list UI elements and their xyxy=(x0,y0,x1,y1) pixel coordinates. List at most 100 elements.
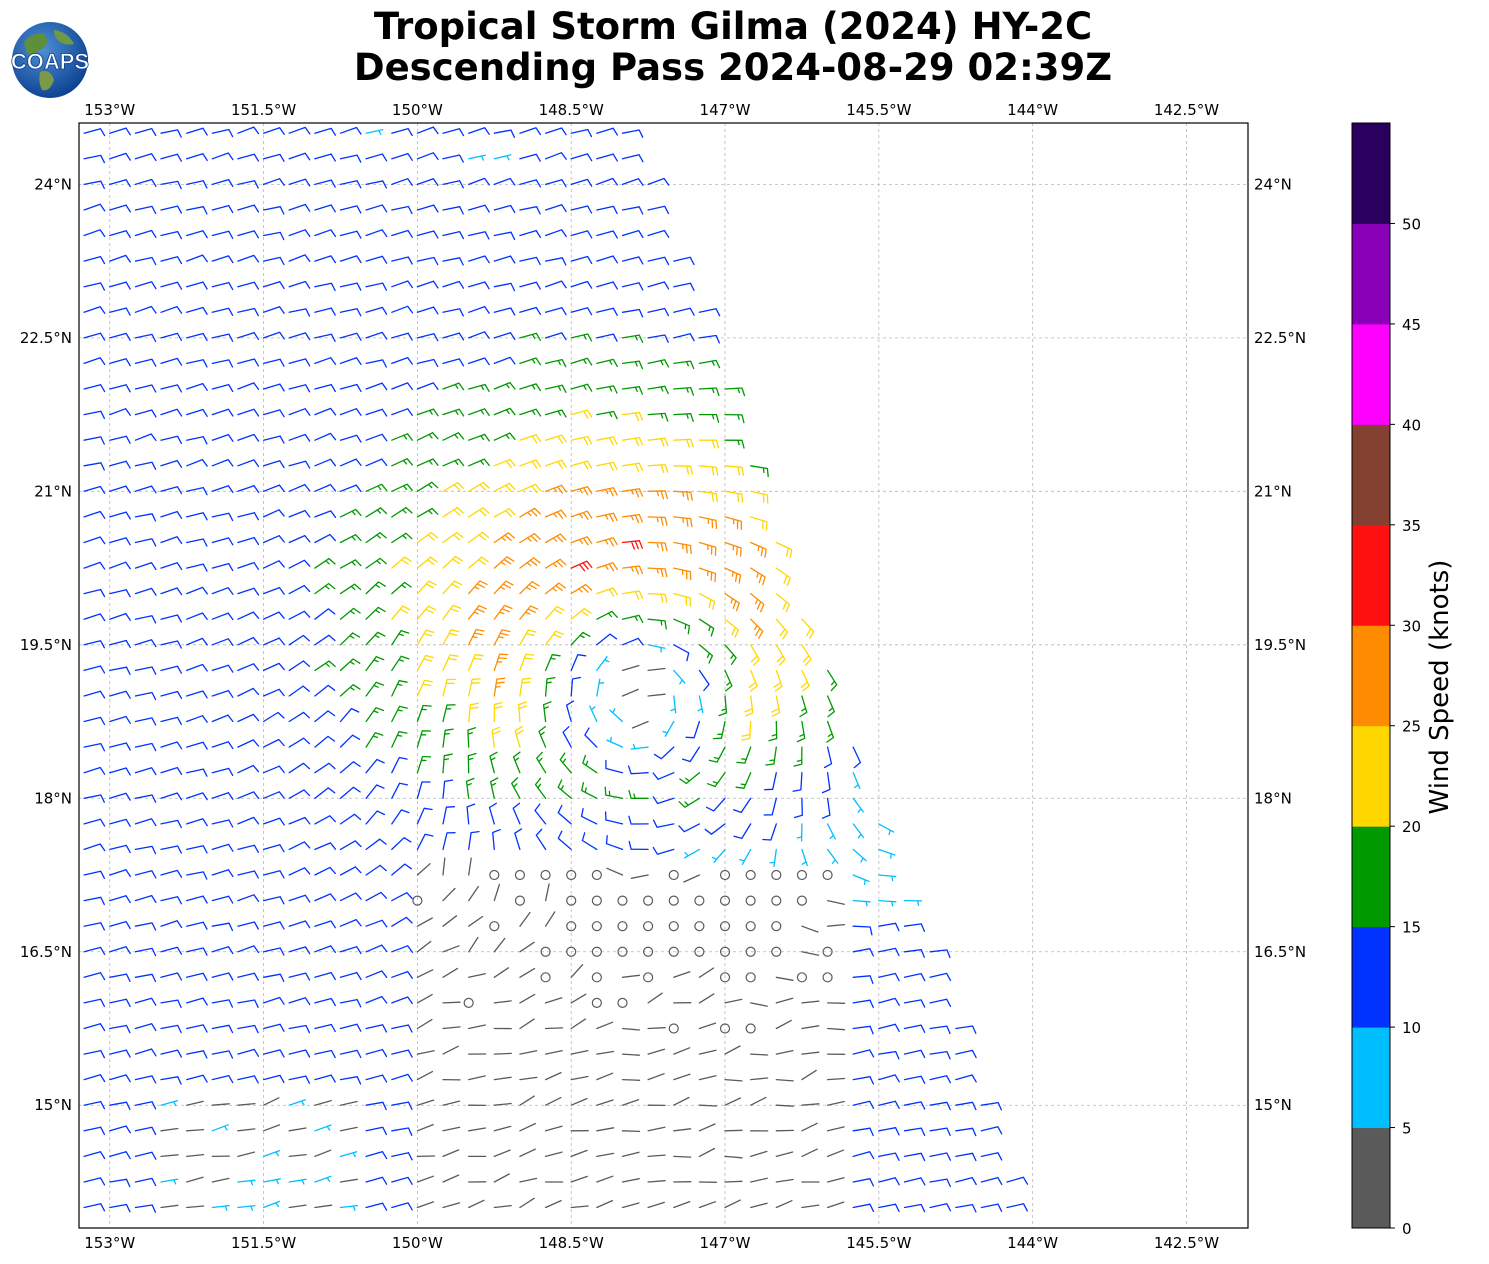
wind-barb xyxy=(493,967,510,978)
wind-barb xyxy=(237,1151,256,1158)
wind-barb xyxy=(698,334,720,344)
wind-barb xyxy=(391,356,413,365)
colorbar-bin xyxy=(1352,524,1390,626)
wind-barb xyxy=(237,126,260,135)
wind-barb xyxy=(468,628,485,646)
wind-barb xyxy=(442,206,464,215)
wind-barb xyxy=(468,331,490,339)
wind-barb xyxy=(519,383,542,392)
wind-barb xyxy=(801,618,815,639)
wind-barb xyxy=(391,305,414,314)
wind-barb xyxy=(416,256,439,266)
calm-wind-circle xyxy=(591,997,602,1009)
wind-barb xyxy=(621,462,644,472)
wind-barb xyxy=(544,229,567,238)
wind-barb xyxy=(852,874,870,886)
wind-barb xyxy=(801,1051,820,1055)
wind-barb xyxy=(391,1049,413,1058)
wind-barb xyxy=(237,408,260,417)
wind-barb xyxy=(493,255,516,264)
wind-barb xyxy=(519,306,542,315)
wind-barb xyxy=(775,1104,794,1107)
wind-barb xyxy=(288,610,311,620)
wind-barb xyxy=(826,1027,846,1031)
wind-barb xyxy=(570,357,593,366)
wind-barb xyxy=(83,357,106,366)
wind-barb xyxy=(186,306,208,315)
wind-barb xyxy=(647,463,669,474)
wind-barb xyxy=(83,613,106,622)
wind-barb xyxy=(237,382,260,391)
wind-barb xyxy=(134,333,157,343)
wind-barb xyxy=(83,794,105,803)
wind-barb xyxy=(493,231,516,241)
wind-barb xyxy=(365,732,384,748)
wind-barb xyxy=(237,561,260,570)
wind-barb xyxy=(570,153,593,162)
wind-barb xyxy=(903,1024,926,1033)
wind-barb xyxy=(903,1075,926,1084)
wind-barb xyxy=(929,1050,951,1060)
wind-barb xyxy=(391,205,413,215)
wind-barb xyxy=(621,386,644,395)
wind-barb xyxy=(109,844,131,854)
wind-barb xyxy=(339,408,362,416)
wind-barb xyxy=(679,772,701,785)
wind-barb xyxy=(211,512,234,522)
wind-barb xyxy=(211,843,234,852)
calm-wind-circle xyxy=(668,1023,679,1034)
wind-barb xyxy=(652,796,675,805)
wind-barb xyxy=(711,848,726,864)
wind-barb xyxy=(391,532,413,544)
wind-barb xyxy=(83,1151,106,1160)
wind-barb xyxy=(365,204,388,213)
wind-barb xyxy=(519,941,535,953)
wind-barb xyxy=(698,644,714,664)
wind-barb xyxy=(493,653,509,672)
wind-barb xyxy=(160,1076,182,1085)
calm-wind-circle xyxy=(694,946,705,957)
wind-barb xyxy=(365,507,388,518)
wind-barb xyxy=(109,742,131,751)
wind-barb xyxy=(980,1126,1003,1135)
wind-barb xyxy=(955,1049,977,1059)
wind-barb xyxy=(288,126,311,135)
wind-barb xyxy=(826,1177,845,1183)
wind-barb xyxy=(570,255,593,265)
wind-barb xyxy=(262,921,285,930)
wind-barb xyxy=(391,863,412,876)
wind-barb xyxy=(109,818,131,827)
wind-barb xyxy=(799,695,808,718)
wind-barb xyxy=(570,676,582,697)
wind-barb xyxy=(365,864,387,876)
wind-barb xyxy=(570,1097,588,1106)
wind-barb xyxy=(211,255,234,264)
wind-barb xyxy=(544,1071,562,1081)
wind-barb xyxy=(262,586,285,595)
wind-barb xyxy=(262,870,285,879)
wind-barb xyxy=(442,629,460,646)
wind-barb xyxy=(160,1099,179,1107)
calm-wind-circle xyxy=(617,895,628,906)
wind-barb xyxy=(801,1122,818,1132)
wind-barb xyxy=(262,409,285,418)
wind-barb xyxy=(519,581,540,595)
wind-barb xyxy=(160,766,183,776)
calm-wind-circle xyxy=(719,1023,731,1034)
wind-barb xyxy=(83,485,106,494)
wind-barb xyxy=(314,153,336,162)
wind-barb xyxy=(339,1100,358,1106)
wind-barb xyxy=(83,436,105,445)
calm-wind-circle xyxy=(745,895,756,906)
wind-barb xyxy=(416,481,439,492)
wind-barb xyxy=(365,255,388,264)
wind-barb xyxy=(314,660,336,672)
wind-barb xyxy=(739,848,752,865)
calm-wind-circle xyxy=(719,946,731,957)
wind-barb xyxy=(724,1129,743,1132)
wind-barb xyxy=(718,695,728,717)
wind-barb xyxy=(391,127,413,137)
colorbar-tick-label: 40 xyxy=(1402,416,1421,434)
wind-barb xyxy=(698,516,718,530)
wind-barb xyxy=(288,972,311,981)
